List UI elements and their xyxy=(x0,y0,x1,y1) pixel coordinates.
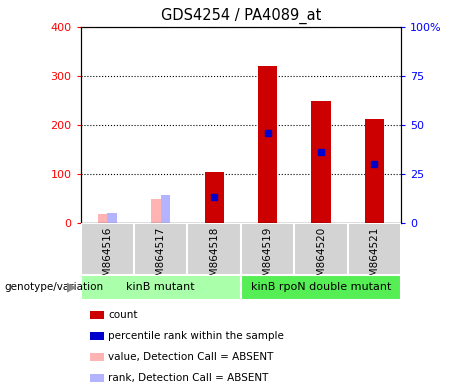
Bar xyxy=(205,172,224,223)
Bar xyxy=(294,223,348,275)
Text: count: count xyxy=(108,310,138,320)
Bar xyxy=(134,223,188,275)
Bar xyxy=(151,199,161,223)
Bar xyxy=(188,223,241,275)
Bar xyxy=(241,223,294,275)
Text: GSM864519: GSM864519 xyxy=(263,227,272,290)
Bar xyxy=(98,214,107,223)
Bar xyxy=(258,66,277,223)
Bar xyxy=(161,195,171,223)
Text: rank, Detection Call = ABSENT: rank, Detection Call = ABSENT xyxy=(108,373,269,383)
Text: GSM864517: GSM864517 xyxy=(156,227,166,290)
Bar xyxy=(81,223,134,275)
Text: ▶: ▶ xyxy=(67,281,76,293)
Text: value, Detection Call = ABSENT: value, Detection Call = ABSENT xyxy=(108,352,274,362)
Text: GSM864516: GSM864516 xyxy=(102,227,112,290)
Text: kinB mutant: kinB mutant xyxy=(126,282,195,292)
Bar xyxy=(348,223,401,275)
Text: percentile rank within the sample: percentile rank within the sample xyxy=(108,331,284,341)
Text: GSM864518: GSM864518 xyxy=(209,227,219,290)
Title: GDS4254 / PA4089_at: GDS4254 / PA4089_at xyxy=(161,8,321,24)
Bar xyxy=(241,275,401,300)
Bar xyxy=(81,275,241,300)
Text: kinB rpoN double mutant: kinB rpoN double mutant xyxy=(251,282,391,292)
Bar xyxy=(107,213,117,223)
Bar xyxy=(365,119,384,223)
Text: genotype/variation: genotype/variation xyxy=(5,282,104,292)
Bar xyxy=(311,101,331,223)
Text: GSM864520: GSM864520 xyxy=(316,227,326,290)
Text: GSM864521: GSM864521 xyxy=(369,227,379,290)
